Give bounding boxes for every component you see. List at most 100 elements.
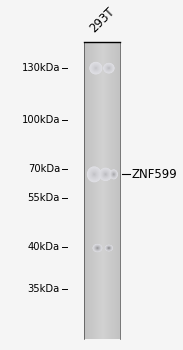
Ellipse shape: [103, 172, 108, 177]
Bar: [85, 42, 86, 339]
Ellipse shape: [90, 170, 98, 178]
Ellipse shape: [88, 167, 101, 181]
Ellipse shape: [105, 245, 112, 251]
Ellipse shape: [105, 174, 106, 175]
Ellipse shape: [108, 67, 110, 69]
Ellipse shape: [102, 171, 109, 177]
Ellipse shape: [94, 66, 98, 70]
Ellipse shape: [111, 171, 117, 178]
Ellipse shape: [107, 246, 111, 250]
Ellipse shape: [93, 173, 96, 176]
Ellipse shape: [113, 174, 114, 175]
Ellipse shape: [100, 169, 111, 180]
Ellipse shape: [105, 65, 113, 71]
Bar: [100, 42, 101, 339]
Ellipse shape: [110, 170, 117, 178]
Ellipse shape: [94, 66, 97, 70]
Ellipse shape: [104, 63, 114, 73]
Ellipse shape: [92, 64, 100, 72]
Text: 55kDa: 55kDa: [28, 193, 60, 203]
Ellipse shape: [111, 170, 117, 178]
Bar: [117, 42, 118, 339]
Bar: [91, 42, 92, 339]
Ellipse shape: [93, 173, 95, 175]
Ellipse shape: [95, 246, 100, 250]
Bar: [101, 42, 102, 339]
Ellipse shape: [90, 63, 102, 74]
Ellipse shape: [113, 173, 115, 176]
Ellipse shape: [89, 169, 100, 180]
Ellipse shape: [103, 172, 108, 177]
Bar: [104, 42, 105, 339]
Ellipse shape: [92, 173, 96, 176]
Bar: [108, 42, 109, 339]
Ellipse shape: [106, 246, 112, 251]
Ellipse shape: [101, 170, 110, 179]
Text: 70kDa: 70kDa: [28, 164, 60, 174]
Ellipse shape: [111, 171, 116, 177]
Bar: [103, 42, 104, 339]
Ellipse shape: [108, 247, 109, 248]
Bar: [84, 42, 120, 339]
Ellipse shape: [100, 168, 112, 181]
Ellipse shape: [90, 62, 102, 74]
Ellipse shape: [95, 68, 97, 69]
Ellipse shape: [96, 246, 99, 250]
Text: 40kDa: 40kDa: [28, 243, 60, 252]
Ellipse shape: [104, 173, 107, 175]
Ellipse shape: [107, 246, 111, 250]
Ellipse shape: [94, 245, 101, 251]
Ellipse shape: [91, 170, 98, 178]
Ellipse shape: [90, 63, 101, 74]
Ellipse shape: [95, 68, 96, 69]
Ellipse shape: [92, 172, 97, 177]
Ellipse shape: [108, 68, 109, 69]
Ellipse shape: [93, 65, 99, 71]
Ellipse shape: [100, 168, 111, 180]
Bar: [86, 42, 87, 339]
Ellipse shape: [100, 169, 111, 180]
Ellipse shape: [110, 169, 118, 179]
Bar: [107, 42, 108, 339]
Ellipse shape: [112, 173, 115, 176]
Ellipse shape: [97, 247, 98, 248]
Ellipse shape: [94, 66, 98, 70]
Ellipse shape: [107, 247, 111, 249]
Ellipse shape: [110, 170, 118, 179]
Bar: [109, 42, 110, 339]
Ellipse shape: [101, 170, 110, 179]
Ellipse shape: [90, 170, 98, 179]
Ellipse shape: [91, 64, 100, 72]
Ellipse shape: [94, 66, 98, 70]
Ellipse shape: [94, 245, 101, 251]
Ellipse shape: [106, 246, 112, 250]
Ellipse shape: [104, 173, 107, 176]
Bar: [89, 42, 90, 339]
Ellipse shape: [105, 174, 106, 175]
Ellipse shape: [99, 168, 112, 181]
Ellipse shape: [96, 247, 99, 249]
Text: ZNF599: ZNF599: [132, 168, 177, 181]
Ellipse shape: [94, 245, 101, 251]
Ellipse shape: [108, 247, 110, 249]
Ellipse shape: [113, 173, 115, 176]
Ellipse shape: [107, 66, 111, 70]
Ellipse shape: [105, 64, 113, 72]
Ellipse shape: [95, 246, 100, 250]
Ellipse shape: [106, 65, 112, 71]
Bar: [111, 42, 112, 339]
Ellipse shape: [92, 65, 99, 71]
Ellipse shape: [112, 173, 115, 176]
Ellipse shape: [106, 246, 111, 250]
Ellipse shape: [104, 63, 114, 73]
Ellipse shape: [105, 245, 113, 251]
Bar: [110, 42, 111, 339]
Ellipse shape: [93, 244, 102, 252]
Ellipse shape: [93, 244, 102, 252]
Ellipse shape: [94, 245, 101, 251]
Ellipse shape: [95, 67, 97, 69]
Ellipse shape: [107, 247, 111, 250]
Ellipse shape: [107, 246, 111, 250]
Ellipse shape: [104, 173, 107, 176]
Ellipse shape: [87, 167, 101, 182]
